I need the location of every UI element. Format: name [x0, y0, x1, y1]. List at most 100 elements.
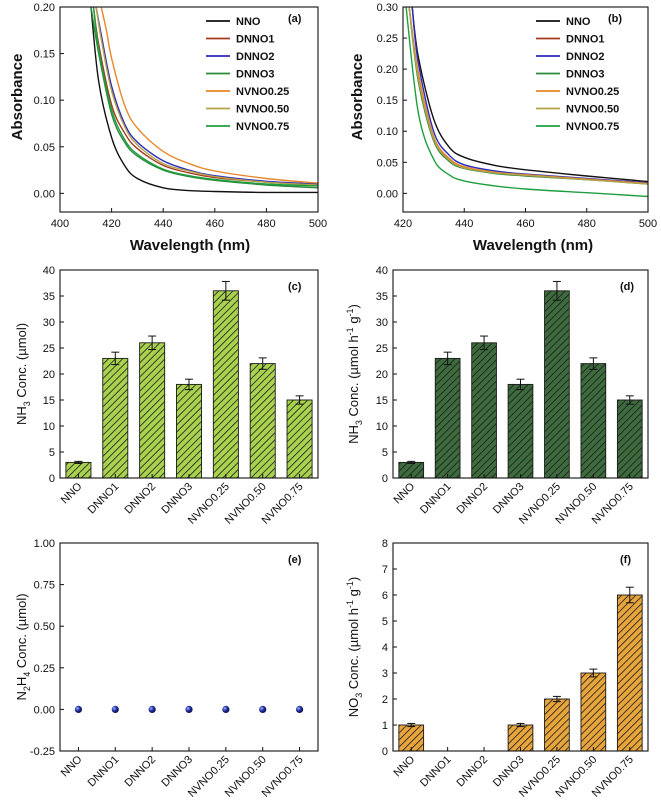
- panel-b: (b) Wavelength (nm) Absorbance: [349, 13, 622, 254]
- x-tick-label: NNO: [392, 480, 418, 506]
- point-NVNO0.75: [295, 705, 304, 714]
- ylabel-a: Absorbance: [9, 54, 26, 141]
- panel-f: (f): [620, 554, 631, 566]
- x-tick-label: 480: [578, 218, 596, 230]
- y-tick-label: 10: [43, 421, 55, 433]
- bar-DNNO1: [102, 357, 129, 479]
- x-tick-label: 500: [639, 218, 657, 230]
- x-tick-label: DNNO1: [86, 754, 122, 790]
- series-line-NVNO0.50: [408, 7, 648, 185]
- y-tick-label: 0.15: [377, 95, 398, 107]
- bar-NVNO0.25: [212, 290, 239, 479]
- ylabel-part: H: [14, 677, 29, 686]
- y-tick-label: 0.25: [34, 663, 55, 675]
- y-tick-label: 40: [376, 265, 388, 277]
- legend-label: NVNO0.50: [566, 104, 619, 116]
- ylabel-f: NO3 Conc. (µmol h-1 g-1): [345, 577, 364, 718]
- bar-DNNO2: [139, 342, 166, 479]
- point-DNNO1: [111, 705, 119, 714]
- ylabel-part: µ: [14, 348, 29, 356]
- panel-label-f: (f): [620, 554, 631, 566]
- y-tick-label: 2: [382, 694, 388, 706]
- y-tick-label: 0: [49, 473, 55, 485]
- ylabel-part: mol): [14, 323, 29, 348]
- series-line-NVNO0.25: [100, 7, 318, 184]
- ylabel-part: 4: [22, 672, 32, 677]
- y-tick-label: 6: [382, 590, 388, 602]
- x-tick-label: NNO: [392, 753, 418, 779]
- legend-label: NVNO0.25: [566, 86, 619, 98]
- series-group-a: [90, 7, 318, 194]
- xlabel-a: Wavelength (nm): [130, 237, 250, 254]
- y-tick-label: -0.25: [30, 746, 55, 758]
- ylabel-part: µ: [14, 618, 29, 626]
- legend-label: DNNO1: [236, 34, 275, 46]
- bar-NVNO0.75: [616, 399, 643, 479]
- series-line-DNNO2: [95, 7, 318, 185]
- x-tick-label: 420: [102, 218, 120, 230]
- ylabel-part: g: [346, 316, 361, 327]
- xlabel-b: Wavelength (nm): [473, 237, 593, 254]
- bar-NNO: [398, 724, 425, 752]
- x-tick-label: DNNO1: [86, 481, 122, 517]
- y-tick-label: 0: [382, 473, 388, 485]
- bar-NVNO0.50: [580, 672, 607, 752]
- ylabel-part: g: [346, 589, 361, 600]
- x-tick-label: 440: [455, 218, 473, 230]
- panel-e: (e): [288, 554, 302, 566]
- bar-NVNO0.75: [616, 594, 643, 752]
- y-tick-label: 0.05: [377, 157, 398, 169]
- bar-NVNO0.75: [286, 399, 313, 479]
- panel-label-c: (c): [288, 281, 302, 293]
- ylabel-part: -1: [345, 600, 355, 608]
- y-tick-label: 25: [43, 343, 55, 355]
- ylabel-b: Absorbance: [349, 54, 366, 141]
- legend-label: DNNO2: [236, 51, 275, 63]
- point-NVNO0.25: [222, 705, 230, 714]
- point-DNNO2: [148, 705, 156, 714]
- bar-DNNO1: [434, 357, 461, 479]
- panel-c: (c): [288, 281, 302, 293]
- panel-label-d: (d): [620, 281, 634, 293]
- legend-label: NVNO0.75: [236, 121, 289, 133]
- series-line-NVNO0.50: [95, 7, 318, 186]
- plot-frame-f: [392, 542, 649, 752]
- y-tick-label: 3: [382, 668, 388, 680]
- ylabel-part: -1: [345, 308, 355, 316]
- panel-a: (a) Wavelength (nm) Absorbance: [9, 13, 302, 254]
- ylabel-part: µ: [346, 639, 361, 647]
- ylabel-part: NO: [346, 698, 361, 718]
- x-tick-label: 420: [394, 218, 412, 230]
- legend-label: NVNO0.50: [236, 104, 289, 116]
- point-NNO: [74, 705, 83, 714]
- ylabel-c: NH3 Conc. (µmol): [14, 323, 32, 425]
- x-tick-label: DNNO3: [159, 754, 195, 790]
- series-line-NVNO0.75: [405, 7, 648, 198]
- bar-NVNO0.50: [580, 363, 607, 479]
- panel-label-e: (e): [288, 554, 302, 566]
- y-tick-label: 0.05: [34, 142, 55, 154]
- y-tick-label: 8: [382, 538, 388, 550]
- y-tick-label: 0.00: [377, 188, 398, 200]
- y-tick-label: 1: [382, 720, 388, 732]
- x-tick-label: DNNO1: [418, 481, 454, 517]
- y-tick-label: 0: [382, 746, 388, 758]
- y-tick-label: 35: [43, 291, 55, 303]
- x-tick-label: DNNO3: [159, 481, 195, 517]
- ylabel-part: mol): [14, 593, 29, 618]
- x-tick-label: 460: [516, 218, 534, 230]
- bar-DNNO3: [507, 724, 534, 752]
- series-group-b: [405, 7, 648, 198]
- legend-label: NNO: [566, 16, 591, 28]
- series-line-DNNO3: [90, 7, 318, 189]
- x-tick-label: DNNO2: [454, 481, 490, 517]
- y-tick-label: 20: [43, 369, 55, 381]
- y-tick-label: 0.20: [34, 2, 55, 14]
- ylabel-part: 3: [22, 401, 32, 406]
- ylabel-part: ): [346, 304, 361, 308]
- ylabel-e: N2H4 Conc. (µmol): [14, 593, 32, 700]
- y-tick-label: 5: [49, 447, 55, 459]
- ylabel-part: µ: [346, 367, 361, 375]
- y-tick-label: 5: [382, 447, 388, 459]
- legend-label: NNO: [236, 16, 261, 28]
